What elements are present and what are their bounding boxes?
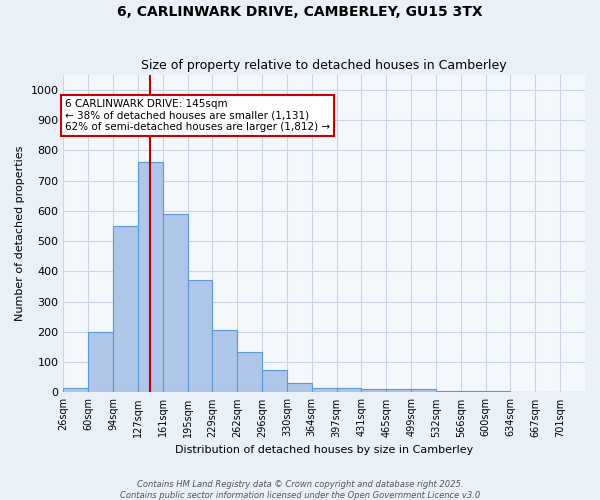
Y-axis label: Number of detached properties: Number of detached properties bbox=[15, 146, 25, 321]
Bar bbox=[188, 280, 212, 392]
Text: Contains HM Land Registry data © Crown copyright and database right 2025.
Contai: Contains HM Land Registry data © Crown c… bbox=[120, 480, 480, 500]
Bar bbox=[361, 390, 386, 392]
Bar bbox=[262, 370, 287, 392]
Bar bbox=[411, 390, 436, 392]
Bar bbox=[485, 391, 511, 392]
X-axis label: Distribution of detached houses by size in Camberley: Distribution of detached houses by size … bbox=[175, 445, 473, 455]
Bar bbox=[113, 226, 138, 392]
Bar bbox=[461, 391, 485, 392]
Bar bbox=[212, 330, 237, 392]
Bar bbox=[237, 352, 262, 393]
Bar bbox=[337, 388, 361, 392]
Text: 6, CARLINWARK DRIVE, CAMBERLEY, GU15 3TX: 6, CARLINWARK DRIVE, CAMBERLEY, GU15 3TX bbox=[117, 5, 483, 19]
Bar bbox=[287, 384, 312, 392]
Bar bbox=[386, 390, 411, 392]
Bar bbox=[64, 388, 88, 392]
Bar bbox=[436, 391, 461, 392]
Text: 6 CARLINWARK DRIVE: 145sqm
← 38% of detached houses are smaller (1,131)
62% of s: 6 CARLINWARK DRIVE: 145sqm ← 38% of deta… bbox=[65, 99, 330, 132]
Bar bbox=[138, 162, 163, 392]
Bar bbox=[163, 214, 188, 392]
Bar bbox=[88, 332, 113, 392]
Title: Size of property relative to detached houses in Camberley: Size of property relative to detached ho… bbox=[142, 59, 507, 72]
Bar bbox=[312, 388, 337, 392]
